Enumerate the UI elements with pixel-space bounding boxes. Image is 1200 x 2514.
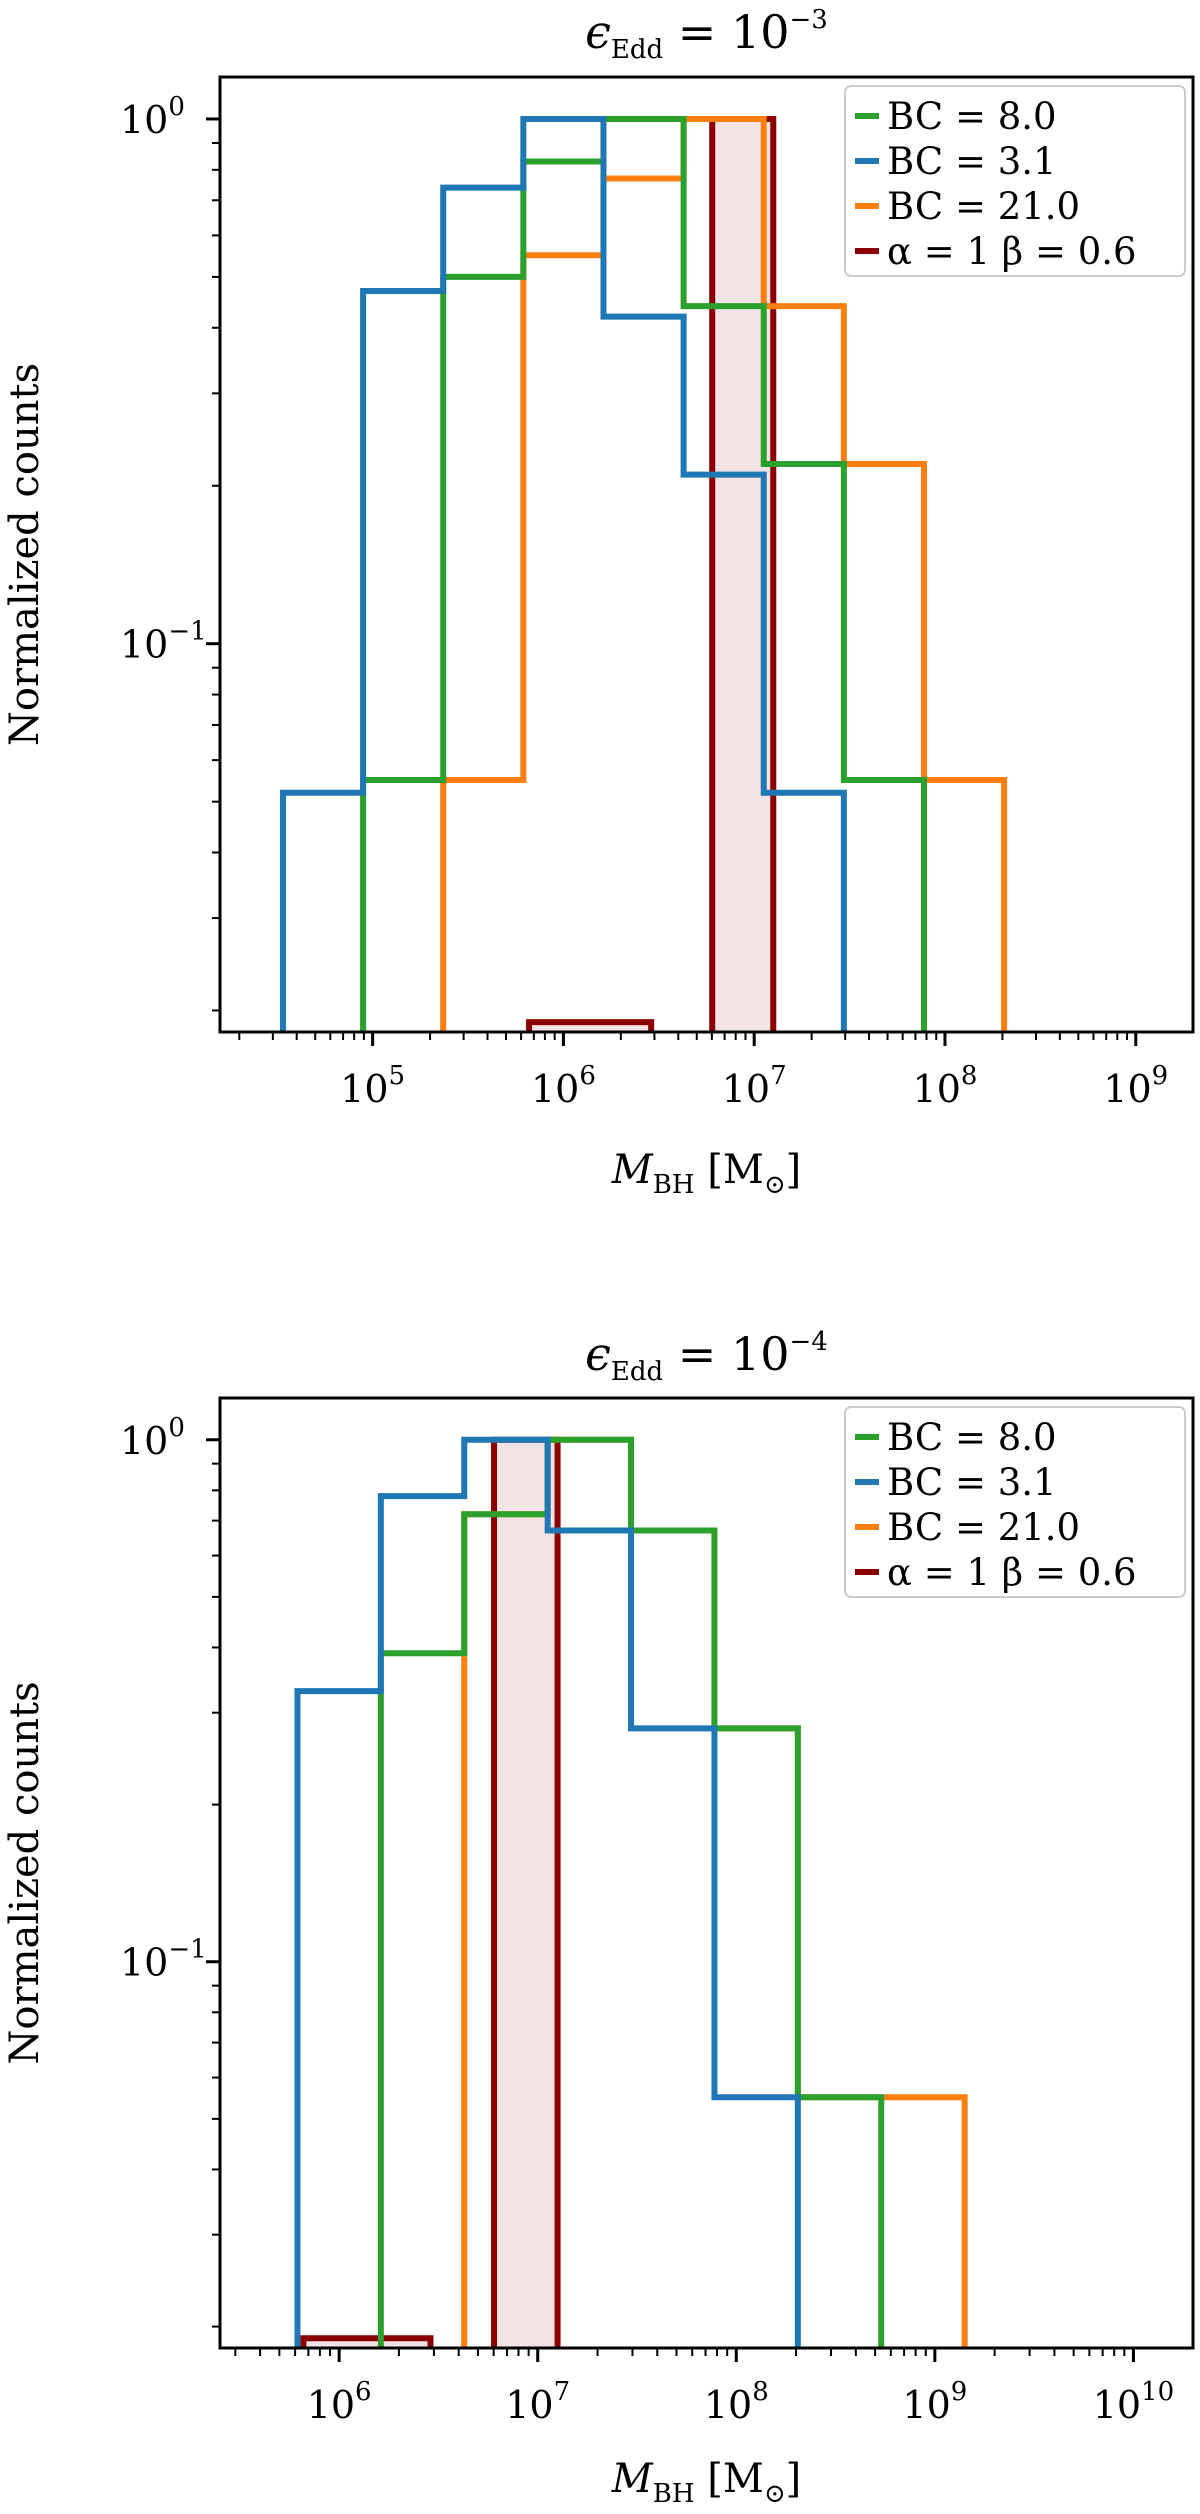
axes-frame <box>218 75 1195 1034</box>
legend: BC = 8.0BC = 3.1BC = 21.0α = 1 β = 0.6 <box>844 1406 1186 1598</box>
chart-title: ϵEdd = 10−3 <box>585 5 828 65</box>
y-tick-label: 10−1 <box>120 1935 207 1985</box>
x-tick-label: 108 <box>704 2377 769 2427</box>
bar-fill-1 <box>529 1022 652 1032</box>
x-tick-label: 107 <box>722 1061 787 1111</box>
x-tick-label: 106 <box>307 2377 372 2427</box>
y-tick-label: 100 <box>120 92 185 142</box>
x-axis-label: MBH [M⊙] <box>611 2456 801 2509</box>
y-axis-label: Normalized counts <box>2 363 48 746</box>
chart-panel-1: 105 106 107 108 109 100 10−1 ϵEdd = 10−3 MBH [M⊙… <box>2 5 1195 1200</box>
legend-label-3: BC = 21.0 <box>887 185 1080 228</box>
x-tick-label: 105 <box>340 1061 405 1111</box>
y-tick-label: 10−1 <box>120 617 207 667</box>
x-tick-label: 107 <box>505 2377 570 2427</box>
series-2-step-line <box>279 115 847 1032</box>
x-tick-label: 108 <box>913 1061 978 1111</box>
x-axis-label: MBH [M⊙] <box>611 1147 801 1200</box>
legend-label-4: α = 1 β = 0.6 <box>887 1551 1137 1594</box>
x-tick-label: 106 <box>531 1061 596 1111</box>
plot-area <box>294 1436 968 2348</box>
series-1-step-line <box>377 1436 885 2348</box>
series-1-step-line <box>360 115 927 1032</box>
legend-label-1: BC = 8.0 <box>887 95 1057 138</box>
legend-label-1: BC = 8.0 <box>887 1416 1057 1459</box>
x-tick-label: 1010 <box>1093 2377 1174 2427</box>
series-3-step-line <box>440 115 1008 1032</box>
legend-label-4: α = 1 β = 0.6 <box>887 230 1137 273</box>
legend-label-2: BC = 3.1 <box>887 140 1057 183</box>
legend-box <box>844 85 1186 277</box>
x-tick-label: 109 <box>1103 1061 1168 1111</box>
chart-panel-2: 106 107 108 109 1010 100 10−1 ϵEdd = 10−4 MBH [M… <box>2 1327 1195 2509</box>
legend-label-2: BC = 3.1 <box>887 1461 1057 1504</box>
x-tick-label: 109 <box>902 2377 967 2427</box>
bar-fill-3 <box>494 1439 558 2348</box>
plot-area <box>279 115 1008 1032</box>
chart-title: ϵEdd = 10−4 <box>585 1327 828 1387</box>
bar-fill-1 <box>303 2338 431 2348</box>
legend: BC = 8.0BC = 3.1BC = 21.0α = 1 β = 0.6 <box>844 85 1186 277</box>
y-tick-label: 100 <box>120 1413 185 1463</box>
y-axis-label: Normalized counts <box>2 1681 48 2064</box>
legend-label-3: BC = 21.0 <box>887 1506 1080 1549</box>
series-2-step-line <box>294 1436 801 2348</box>
legend-box <box>844 1406 1186 1598</box>
